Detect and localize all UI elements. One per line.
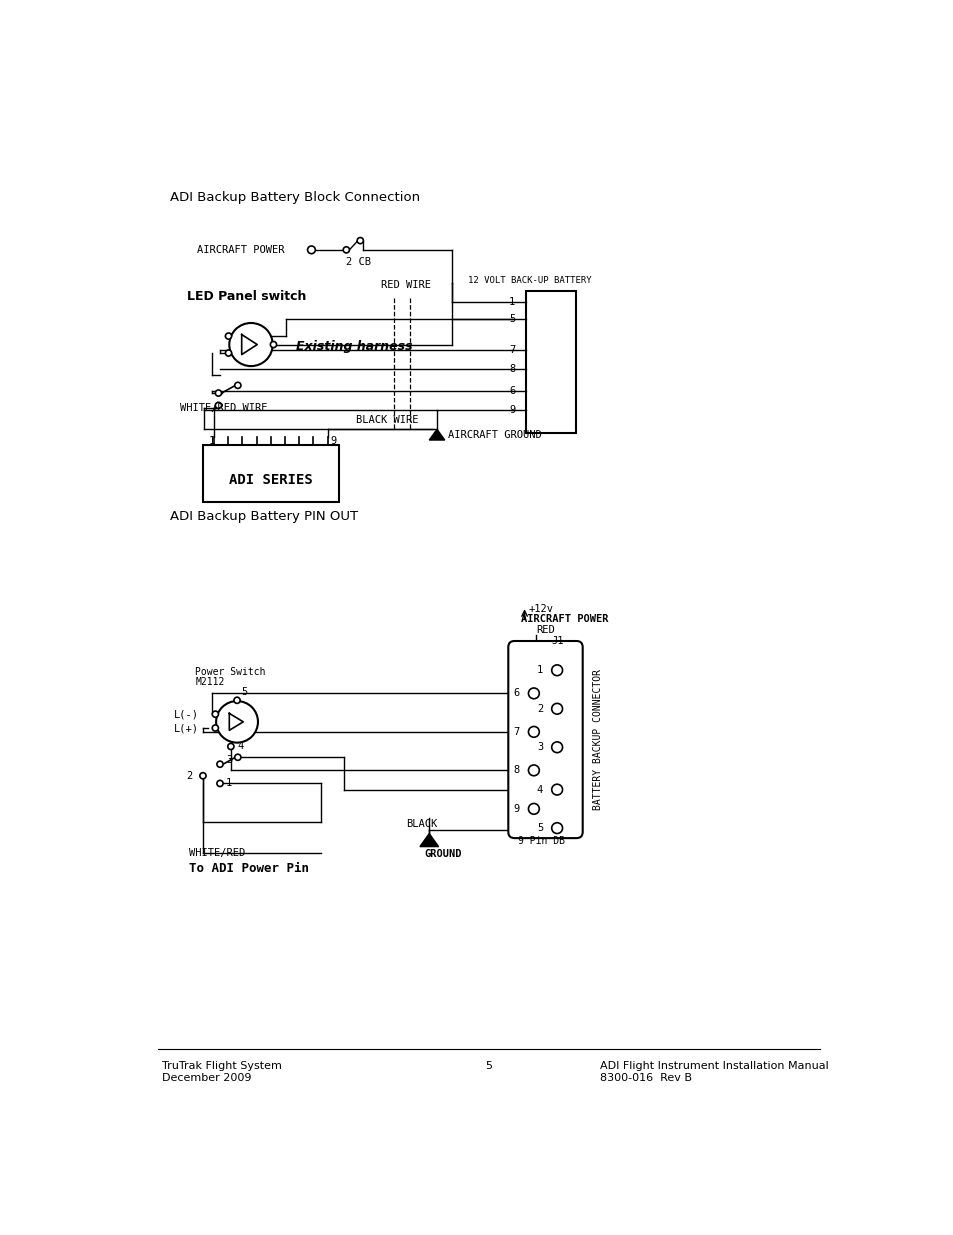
Text: 8300-016  Rev B: 8300-016 Rev B bbox=[599, 1073, 691, 1083]
Text: LED Panel switch: LED Panel switch bbox=[187, 290, 307, 304]
Circle shape bbox=[228, 743, 233, 750]
Bar bbox=[203, 445, 338, 503]
Text: ADI Backup Battery PIN OUT: ADI Backup Battery PIN OUT bbox=[170, 510, 357, 524]
Circle shape bbox=[229, 324, 273, 366]
Text: 2: 2 bbox=[186, 771, 192, 781]
Text: 9: 9 bbox=[331, 436, 336, 446]
Text: AIRCRAFT POWER: AIRCRAFT POWER bbox=[196, 245, 284, 254]
Text: 8: 8 bbox=[513, 766, 519, 776]
Text: TruTrak Flight System: TruTrak Flight System bbox=[162, 1061, 281, 1071]
Text: 4: 4 bbox=[537, 784, 542, 794]
Text: 3: 3 bbox=[537, 742, 542, 752]
Text: 5: 5 bbox=[485, 1061, 492, 1071]
Polygon shape bbox=[429, 430, 444, 440]
Circle shape bbox=[551, 784, 562, 795]
Circle shape bbox=[212, 725, 218, 731]
Text: 7: 7 bbox=[509, 345, 515, 354]
Circle shape bbox=[216, 701, 257, 742]
Text: Existing harness: Existing harness bbox=[295, 341, 412, 353]
Text: J1: J1 bbox=[551, 636, 563, 646]
Text: 9: 9 bbox=[509, 405, 515, 415]
Circle shape bbox=[215, 403, 221, 409]
Text: AIRCRAFT GROUND: AIRCRAFT GROUND bbox=[447, 430, 541, 440]
Text: WHITE/RED: WHITE/RED bbox=[189, 847, 245, 858]
Text: 1: 1 bbox=[226, 778, 233, 788]
Text: Power Switch: Power Switch bbox=[195, 667, 266, 677]
Text: BATTERY BACKUP CONNECTOR: BATTERY BACKUP CONNECTOR bbox=[593, 669, 602, 810]
Circle shape bbox=[551, 823, 562, 834]
Text: BLACK: BLACK bbox=[406, 819, 436, 829]
Circle shape bbox=[216, 761, 223, 767]
Text: 3: 3 bbox=[226, 756, 233, 766]
Text: 6: 6 bbox=[513, 688, 519, 698]
Circle shape bbox=[199, 773, 206, 779]
Text: 1: 1 bbox=[209, 436, 215, 446]
Circle shape bbox=[234, 383, 241, 389]
Text: L(-): L(-) bbox=[173, 709, 199, 719]
Text: WHITE/RED WIRE: WHITE/RED WIRE bbox=[179, 404, 267, 414]
Text: 4: 4 bbox=[236, 741, 243, 751]
Text: M2112: M2112 bbox=[195, 677, 224, 687]
Text: 12 VOLT BACK-UP BATTERY: 12 VOLT BACK-UP BATTERY bbox=[468, 277, 591, 285]
Text: RED: RED bbox=[536, 625, 555, 635]
Text: 7: 7 bbox=[513, 727, 519, 737]
Circle shape bbox=[551, 742, 562, 752]
Circle shape bbox=[528, 804, 538, 814]
Bar bbox=[525, 290, 576, 433]
Circle shape bbox=[343, 247, 349, 253]
Circle shape bbox=[225, 350, 232, 356]
Text: 2 CB: 2 CB bbox=[346, 257, 371, 267]
Text: 6: 6 bbox=[509, 385, 515, 395]
Circle shape bbox=[356, 237, 363, 243]
Text: GROUND: GROUND bbox=[424, 848, 461, 858]
Polygon shape bbox=[419, 834, 438, 846]
Text: 8: 8 bbox=[509, 364, 515, 374]
Text: 9 Pin DB: 9 Pin DB bbox=[517, 836, 565, 846]
Circle shape bbox=[551, 664, 562, 676]
Circle shape bbox=[234, 755, 241, 761]
Circle shape bbox=[528, 764, 538, 776]
Text: 2: 2 bbox=[537, 704, 542, 714]
Text: December 2009: December 2009 bbox=[162, 1073, 251, 1083]
Text: ADI Flight Instrument Installation Manual: ADI Flight Instrument Installation Manua… bbox=[599, 1061, 827, 1071]
Text: 1: 1 bbox=[537, 666, 542, 676]
Text: 1: 1 bbox=[509, 298, 515, 308]
Text: +12v: +12v bbox=[528, 604, 553, 614]
Circle shape bbox=[528, 726, 538, 737]
Text: ADI Backup Battery Block Connection: ADI Backup Battery Block Connection bbox=[170, 190, 419, 204]
Circle shape bbox=[216, 781, 223, 787]
Circle shape bbox=[225, 333, 232, 340]
Text: L(+): L(+) bbox=[173, 722, 199, 734]
Circle shape bbox=[215, 390, 221, 396]
FancyBboxPatch shape bbox=[508, 641, 582, 839]
Circle shape bbox=[528, 688, 538, 699]
Circle shape bbox=[307, 246, 315, 253]
Text: 5: 5 bbox=[241, 687, 247, 697]
Text: BLACK WIRE: BLACK WIRE bbox=[355, 415, 417, 425]
Circle shape bbox=[551, 704, 562, 714]
Text: AIRCRAFT POWER: AIRCRAFT POWER bbox=[520, 615, 608, 625]
Text: RED WIRE: RED WIRE bbox=[381, 280, 431, 290]
Text: 5: 5 bbox=[509, 314, 515, 324]
Text: 5: 5 bbox=[537, 823, 542, 834]
Text: To ADI Power Pin: To ADI Power Pin bbox=[189, 862, 309, 874]
Text: ADI SERIES: ADI SERIES bbox=[229, 473, 313, 488]
Circle shape bbox=[212, 711, 218, 718]
Circle shape bbox=[233, 698, 240, 704]
Circle shape bbox=[270, 341, 276, 347]
Text: 9: 9 bbox=[513, 804, 519, 814]
